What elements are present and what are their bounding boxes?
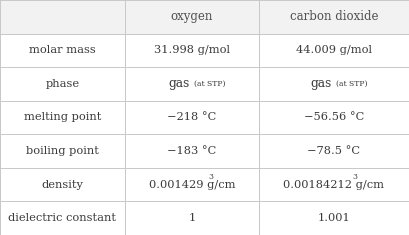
Text: 1.001: 1.001 [317,213,351,223]
Text: −78.5 °C: −78.5 °C [308,146,360,156]
Text: phase: phase [45,79,79,89]
Text: 0.001429 g/cm: 0.001429 g/cm [148,180,235,190]
Text: molar mass: molar mass [29,45,96,55]
Text: 44.009 g/mol: 44.009 g/mol [296,45,372,55]
Text: melting point: melting point [24,113,101,122]
Text: 31.998 g/mol: 31.998 g/mol [154,45,230,55]
Text: −218 °C: −218 °C [167,113,216,122]
Text: oxygen: oxygen [171,10,213,23]
Text: (at STP): (at STP) [336,80,368,88]
Text: density: density [41,180,83,190]
Text: dielectric constant: dielectric constant [8,213,117,223]
Text: carbon dioxide: carbon dioxide [290,10,378,23]
Text: gas: gas [169,77,190,90]
Text: boiling point: boiling point [26,146,99,156]
Bar [0,0,409,34]
Text: 0.00184212 g/cm: 0.00184212 g/cm [283,180,384,190]
Text: 1: 1 [188,213,196,223]
Text: (at STP): (at STP) [194,80,225,88]
Text: 3: 3 [208,173,213,181]
Text: 3: 3 [353,173,357,181]
Text: −183 °C: −183 °C [167,146,216,156]
Text: −56.56 °C: −56.56 °C [304,113,364,122]
Text: gas: gas [311,77,332,90]
